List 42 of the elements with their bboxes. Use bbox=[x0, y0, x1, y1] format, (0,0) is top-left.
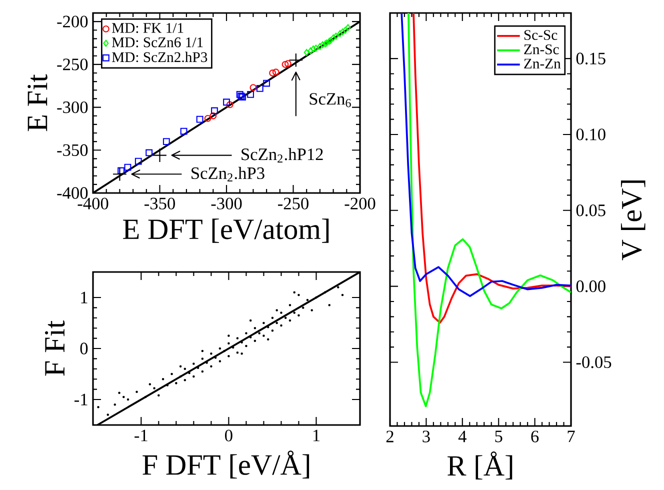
y-tick-label: -400 bbox=[57, 187, 88, 199]
y-tick-label: 0 bbox=[80, 342, 88, 354]
y-tick-label: -350 bbox=[57, 144, 88, 156]
y-axis-title: E Fit bbox=[28, 74, 48, 132]
annotation: ScZn$_{6}$ bbox=[310, 93, 351, 108]
x-axis-title: R [Å] bbox=[448, 452, 512, 480]
x-tick-label: -350 bbox=[144, 198, 175, 210]
y-tick-label: 1 bbox=[81, 292, 88, 304]
y-tick-label: 0.05 bbox=[576, 204, 606, 216]
y-axis-title: F Fit bbox=[44, 320, 65, 376]
y-tick-label: -0.05 bbox=[576, 356, 612, 368]
x-tick-label: 0 bbox=[225, 430, 232, 442]
x-tick-label: 1 bbox=[313, 430, 320, 442]
annotation: ScZn$_{2}$.hP3 bbox=[192, 166, 264, 182]
y-tick-label: 0.00 bbox=[576, 280, 606, 292]
x-tick-label: -300 bbox=[211, 198, 242, 210]
x-tick-label: -200 bbox=[344, 198, 376, 210]
y-tick-label: -200 bbox=[57, 16, 88, 28]
legend-label: Zn-Zn bbox=[524, 58, 561, 68]
x-tick-label: 4 bbox=[458, 430, 466, 442]
legend-label: MD: FK 1/1 bbox=[112, 23, 184, 33]
y-tick-label: -250 bbox=[57, 58, 88, 70]
x-tick-label: 7 bbox=[568, 430, 575, 442]
legend-label: MD: ScZn2.hP3 bbox=[112, 52, 208, 62]
x-tick-label: -250 bbox=[278, 198, 308, 210]
x-tick-label: 3 bbox=[422, 430, 430, 442]
line-series bbox=[408, 13, 572, 408]
x-tick-label: 2 bbox=[386, 430, 394, 442]
y-axis-title: V [eV] bbox=[620, 180, 646, 260]
y-tick-label: -1 bbox=[74, 394, 88, 406]
x-tick-label: -1 bbox=[134, 430, 148, 442]
x-axis-title: E DFT [eV/atom] bbox=[123, 218, 329, 243]
y-tick-label: 0.10 bbox=[576, 128, 606, 140]
annotation: ScZn$_{2}$.hP12 bbox=[242, 148, 323, 163]
x-tick-label: 6 bbox=[531, 430, 539, 442]
y-tick-label: 0.15 bbox=[576, 52, 606, 64]
x-axis-title: F DFT [eV/Å] bbox=[142, 450, 310, 479]
legend-label: Sc-Sc bbox=[524, 30, 558, 40]
legend-label: MD: ScZn6 1/1 bbox=[112, 37, 203, 48]
x-tick-label: 5 bbox=[495, 430, 502, 442]
legend-label: Zn-Sc bbox=[524, 44, 559, 54]
y-tick-label: -300 bbox=[57, 101, 88, 114]
